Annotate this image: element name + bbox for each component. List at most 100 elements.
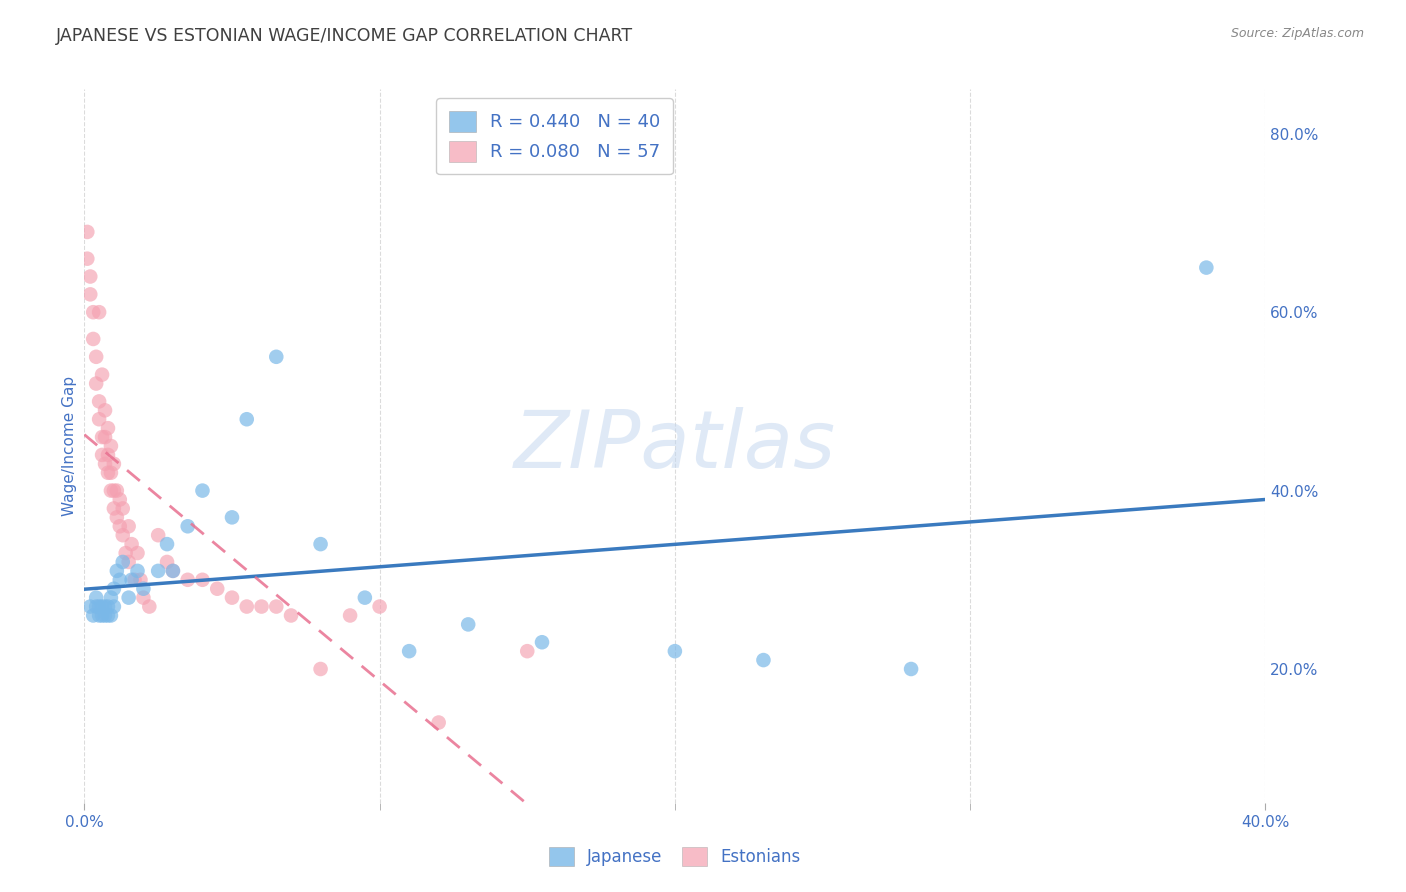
- Point: [97, 421, 120, 435]
- Legend: Japanese, Estonians: Japanese, Estonians: [543, 840, 807, 873]
- Point: [84, 599, 107, 614]
- Point: [76, 225, 98, 239]
- Point: [103, 582, 125, 596]
- Point: [103, 457, 125, 471]
- Point: [105, 483, 128, 498]
- Y-axis label: Wage/Income Gap: Wage/Income Gap: [62, 376, 77, 516]
- Point: [427, 715, 450, 730]
- Point: [76, 252, 98, 266]
- Point: [91, 368, 114, 382]
- Point: [752, 653, 775, 667]
- Point: [114, 546, 136, 560]
- Point: [82, 332, 104, 346]
- Point: [132, 582, 155, 596]
- Point: [264, 599, 288, 614]
- Point: [94, 430, 117, 444]
- Text: ZIPatlas: ZIPatlas: [513, 407, 837, 485]
- Point: [121, 537, 143, 551]
- Point: [84, 350, 107, 364]
- Point: [82, 608, 104, 623]
- Point: [368, 599, 391, 614]
- Point: [89, 599, 111, 614]
- Point: [354, 591, 377, 605]
- Point: [105, 510, 128, 524]
- Point: [103, 483, 125, 498]
- Point: [309, 662, 332, 676]
- Point: [221, 510, 243, 524]
- Point: [82, 305, 104, 319]
- Point: [79, 287, 101, 301]
- Point: [236, 599, 259, 614]
- Point: [398, 644, 420, 658]
- Point: [191, 573, 214, 587]
- Point: [94, 457, 117, 471]
- Point: [118, 591, 141, 605]
- Point: [118, 555, 141, 569]
- Point: [118, 519, 141, 533]
- Point: [79, 599, 101, 614]
- Point: [111, 501, 134, 516]
- Point: [89, 412, 111, 426]
- Text: Source: ZipAtlas.com: Source: ZipAtlas.com: [1230, 27, 1364, 40]
- Point: [127, 546, 149, 560]
- Point: [108, 573, 131, 587]
- Point: [124, 573, 146, 587]
- Point: [900, 662, 922, 676]
- Point: [250, 599, 273, 614]
- Point: [91, 448, 114, 462]
- Point: [264, 350, 288, 364]
- Point: [100, 591, 122, 605]
- Point: [121, 573, 143, 587]
- Point: [91, 608, 114, 623]
- Point: [94, 403, 117, 417]
- Point: [205, 582, 228, 596]
- Point: [89, 305, 111, 319]
- Point: [516, 644, 538, 658]
- Point: [100, 483, 122, 498]
- Point: [91, 430, 114, 444]
- Point: [94, 608, 117, 623]
- Point: [84, 376, 107, 391]
- Point: [236, 412, 259, 426]
- Point: [108, 492, 131, 507]
- Point: [162, 564, 184, 578]
- Point: [309, 537, 332, 551]
- Point: [111, 555, 134, 569]
- Point: [156, 537, 179, 551]
- Point: [221, 591, 243, 605]
- Point: [162, 564, 184, 578]
- Point: [127, 564, 149, 578]
- Point: [100, 466, 122, 480]
- Point: [97, 448, 120, 462]
- Point: [129, 573, 152, 587]
- Point: [97, 608, 120, 623]
- Point: [132, 591, 155, 605]
- Point: [664, 644, 686, 658]
- Point: [100, 608, 122, 623]
- Point: [103, 501, 125, 516]
- Point: [148, 528, 170, 542]
- Point: [1195, 260, 1218, 275]
- Point: [84, 591, 107, 605]
- Point: [94, 599, 117, 614]
- Point: [97, 466, 120, 480]
- Point: [91, 599, 114, 614]
- Point: [108, 519, 131, 533]
- Point: [280, 608, 302, 623]
- Point: [191, 483, 214, 498]
- Point: [156, 555, 179, 569]
- Point: [530, 635, 553, 649]
- Point: [105, 564, 128, 578]
- Point: [97, 599, 120, 614]
- Point: [89, 608, 111, 623]
- Point: [89, 394, 111, 409]
- Point: [457, 617, 479, 632]
- Point: [148, 564, 170, 578]
- Point: [111, 528, 134, 542]
- Point: [339, 608, 361, 623]
- Point: [103, 599, 125, 614]
- Point: [177, 519, 200, 533]
- Point: [100, 439, 122, 453]
- Point: [138, 599, 160, 614]
- Point: [79, 269, 101, 284]
